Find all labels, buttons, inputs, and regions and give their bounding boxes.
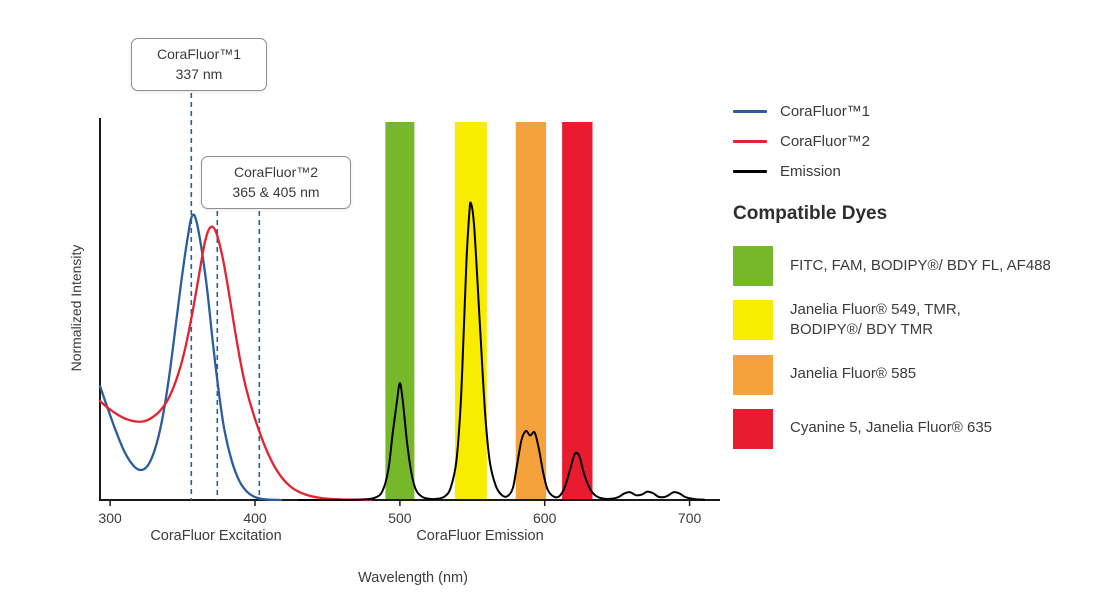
callout-title: CoraFluor™1: [156, 46, 242, 62]
callout-title: CoraFluor™2: [233, 164, 319, 180]
curve-corafluor2-excitation: [98, 225, 373, 502]
callout-value: 337 nm: [175, 66, 223, 83]
dye-row-green: FITC, FAM, BODIPY®/ BDY FL, AF488: [733, 246, 1105, 286]
x-tick-label: 400: [243, 510, 267, 526]
legend-row-corafluor2: CoraFluor™2: [733, 131, 1105, 152]
legend-line-sample-emission: [733, 170, 767, 173]
legend-label: CoraFluor™2: [780, 133, 871, 150]
dye-band: [515, 122, 547, 500]
legend-line-sample-corafluor2: [733, 140, 767, 143]
x-tick-label: 300: [98, 510, 122, 526]
dye-label: FITC, FAM, BODIPY®/ BDY FL, AF488: [790, 256, 1051, 274]
legend-row-corafluor1: CoraFluor™1: [733, 101, 1105, 122]
dye-swatch-yellow: [733, 300, 773, 341]
legend-panel: CoraFluor™1 CoraFluor™2 Emission Compati…: [733, 101, 1105, 463]
x-section-label-excitation: CoraFluor Excitation: [150, 528, 282, 544]
legend-label: Emission: [780, 163, 841, 180]
dye-swatch-orange: [733, 354, 773, 395]
curve-emission: [297, 201, 706, 502]
dye-band: [562, 122, 593, 500]
dye-row-yellow: Janelia Fluor® 549, TMR, BODIPY®/ BDY TM…: [733, 300, 1105, 341]
legend-line-sample-corafluor1: [733, 110, 767, 113]
x-axis-label: Wavelength (nm): [358, 570, 468, 586]
dye-band: [454, 122, 487, 500]
x-section-label-emission: CoraFluor Emission: [416, 528, 544, 544]
callout-corafluor2-excitation-max: CoraFluor™2 365 & 405 nm: [201, 156, 351, 209]
dye-band: [385, 122, 415, 500]
y-axis-label: Normalized Intensity: [68, 244, 84, 372]
dye-swatch-red: [733, 408, 773, 449]
dye-label: Janelia Fluor® 549, TMR, BODIPY®/ BDY TM…: [790, 301, 961, 339]
curve-corafluor1-excitation: [98, 213, 283, 502]
dye-row-red: Cyanine 5, Janelia Fluor® 635: [733, 408, 1105, 449]
x-tick-label: 500: [388, 510, 412, 526]
legend-label: CoraFluor™1: [780, 103, 871, 120]
x-tick-label: 600: [533, 510, 557, 526]
dye-swatch-green: [733, 246, 773, 286]
callout-value: 365 & 405 nm: [232, 184, 320, 201]
axes: [99, 118, 720, 501]
callout-corafluor1-excitation-max: CoraFluor™1 337 nm: [131, 38, 267, 91]
legend-row-emission: Emission: [733, 161, 1105, 182]
dye-label: Janelia Fluor® 585: [790, 365, 917, 383]
dye-label: Cyanine 5, Janelia Fluor® 635: [790, 419, 993, 437]
compatible-dyes-heading: Compatible Dyes: [733, 203, 888, 224]
x-tick-label: 700: [678, 510, 702, 526]
dye-row-orange: Janelia Fluor® 585: [733, 354, 1105, 395]
